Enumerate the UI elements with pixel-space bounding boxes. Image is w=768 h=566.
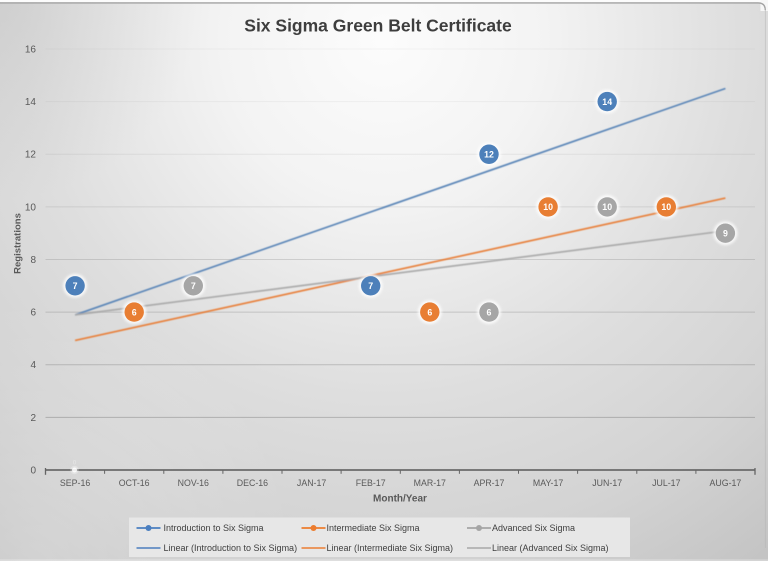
svg-text:16: 16 [25, 44, 37, 55]
svg-text:Month/Year: Month/Year [373, 494, 427, 505]
svg-text:6: 6 [487, 307, 492, 317]
svg-text:6: 6 [30, 308, 36, 319]
svg-text:MAR-17: MAR-17 [414, 478, 446, 488]
svg-text:7: 7 [191, 281, 196, 291]
svg-text:0: 0 [30, 465, 36, 476]
svg-text:8: 8 [30, 255, 36, 266]
svg-text:Linear (Advanced Six Sigma): Linear (Advanced Six Sigma) [492, 543, 609, 553]
svg-text:6: 6 [427, 307, 432, 317]
svg-text:Six Sigma Green Belt Certifica: Six Sigma Green Belt Certificate [244, 16, 512, 36]
svg-text:Introduction to Six Sigma: Introduction to Six Sigma [164, 523, 264, 533]
svg-text:FEB-17: FEB-17 [356, 478, 386, 488]
svg-text:7: 7 [73, 281, 78, 291]
svg-text:7: 7 [368, 281, 373, 291]
svg-text:12: 12 [25, 150, 37, 161]
svg-text:4: 4 [30, 360, 36, 371]
svg-text:Advanced Six Sigma: Advanced Six Sigma [492, 523, 575, 533]
svg-text:JUL-17: JUL-17 [652, 478, 680, 488]
svg-text:APR-17: APR-17 [474, 478, 505, 488]
svg-text:Registrations: Registrations [13, 213, 24, 274]
svg-text:Linear (Introduction to Six Si: Linear (Introduction to Six Sigma) [164, 543, 298, 553]
svg-text:2: 2 [30, 413, 36, 424]
svg-text:6: 6 [132, 307, 137, 317]
svg-text:OCT-16: OCT-16 [119, 478, 150, 488]
svg-text:JAN-17: JAN-17 [297, 478, 326, 488]
svg-text:10: 10 [602, 202, 612, 212]
svg-text:10: 10 [25, 202, 37, 213]
svg-text:12: 12 [484, 150, 494, 160]
svg-text:14: 14 [602, 97, 612, 107]
svg-text:10: 10 [543, 202, 553, 212]
svg-text:DEC-16: DEC-16 [237, 478, 268, 488]
svg-text:10: 10 [661, 202, 671, 212]
svg-text:9: 9 [723, 229, 728, 239]
svg-text:SEP-16: SEP-16 [60, 478, 90, 488]
svg-text:14: 14 [25, 97, 37, 108]
svg-text:Intermediate Six Sigma: Intermediate Six Sigma [327, 523, 420, 533]
svg-text:AUG-17: AUG-17 [710, 478, 742, 488]
svg-text:MAY-17: MAY-17 [533, 478, 563, 488]
svg-text:JUN-17: JUN-17 [592, 478, 622, 488]
svg-text:Linear (Intermediate Six Sigma: Linear (Intermediate Six Sigma) [327, 543, 454, 553]
svg-text:0: 0 [73, 460, 77, 467]
svg-text:NOV-16: NOV-16 [178, 478, 209, 488]
